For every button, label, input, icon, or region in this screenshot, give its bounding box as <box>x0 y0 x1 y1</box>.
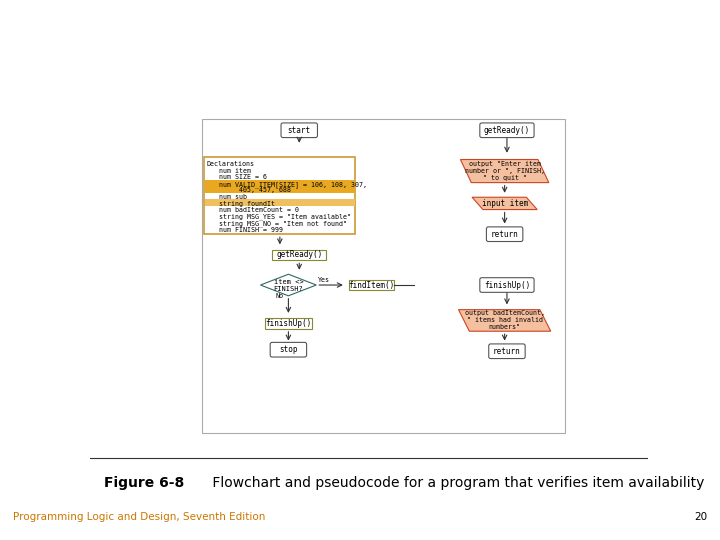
Text: return: return <box>493 347 521 356</box>
Text: item <>
FINISH?: item <> FINISH? <box>274 279 303 292</box>
FancyBboxPatch shape <box>270 342 307 357</box>
Text: num FINISH = 999: num FINISH = 999 <box>207 227 283 233</box>
Text: Flowchart and pseudocode for a program that verifies item availability: Flowchart and pseudocode for a program t… <box>208 476 704 490</box>
FancyBboxPatch shape <box>265 318 312 329</box>
Text: num SIZE = 6: num SIZE = 6 <box>207 174 266 180</box>
Text: Yes: Yes <box>318 277 330 283</box>
Text: string foundIt: string foundIt <box>207 200 274 206</box>
FancyBboxPatch shape <box>204 157 356 234</box>
FancyBboxPatch shape <box>205 179 355 193</box>
Text: getReady(): getReady() <box>484 126 530 135</box>
Text: No: No <box>276 293 284 299</box>
Text: num item: num item <box>207 167 251 174</box>
Text: 405, 457, 688: 405, 457, 688 <box>207 187 291 193</box>
Text: getReady(): getReady() <box>276 251 323 260</box>
Polygon shape <box>461 159 549 183</box>
FancyBboxPatch shape <box>272 249 326 260</box>
Text: output "Enter item
number or ", FINISH,
" to quit ": output "Enter item number or ", FINISH, … <box>464 161 544 181</box>
Text: finishUp(): finishUp() <box>265 319 312 328</box>
FancyBboxPatch shape <box>487 227 523 241</box>
Text: findItem(): findItem() <box>348 280 395 289</box>
FancyBboxPatch shape <box>349 280 394 291</box>
Text: output badItemCount,
" items had invalid
numbers": output badItemCount, " items had invalid… <box>464 310 544 330</box>
Text: Figure 6-8: Figure 6-8 <box>104 476 184 490</box>
FancyBboxPatch shape <box>489 344 525 359</box>
Text: num badItemCount = 0: num badItemCount = 0 <box>207 207 299 213</box>
Text: string MSG_NO = "Item not found": string MSG_NO = "Item not found" <box>207 220 346 227</box>
Polygon shape <box>261 274 316 296</box>
Text: Programming Logic and Design, Seventh Edition: Programming Logic and Design, Seventh Ed… <box>13 512 266 522</box>
Text: stop: stop <box>279 345 297 354</box>
Text: finishUp(): finishUp() <box>484 280 530 289</box>
FancyBboxPatch shape <box>480 278 534 292</box>
Text: start: start <box>288 126 311 135</box>
Text: Declarations: Declarations <box>207 161 255 167</box>
Polygon shape <box>459 309 551 331</box>
Text: string MSG_YES = "Item available": string MSG_YES = "Item available" <box>207 214 351 220</box>
Text: 20: 20 <box>694 512 707 522</box>
FancyBboxPatch shape <box>281 123 318 138</box>
FancyBboxPatch shape <box>205 199 355 206</box>
FancyBboxPatch shape <box>480 123 534 138</box>
Text: num sub: num sub <box>207 194 247 200</box>
Text: input item: input item <box>482 199 528 208</box>
Text: return: return <box>491 230 518 239</box>
Text: num VALID_ITEM[SIZE] = 106, 108, 307,: num VALID_ITEM[SIZE] = 106, 108, 307, <box>207 181 366 187</box>
Polygon shape <box>472 197 537 210</box>
FancyBboxPatch shape <box>202 119 565 433</box>
